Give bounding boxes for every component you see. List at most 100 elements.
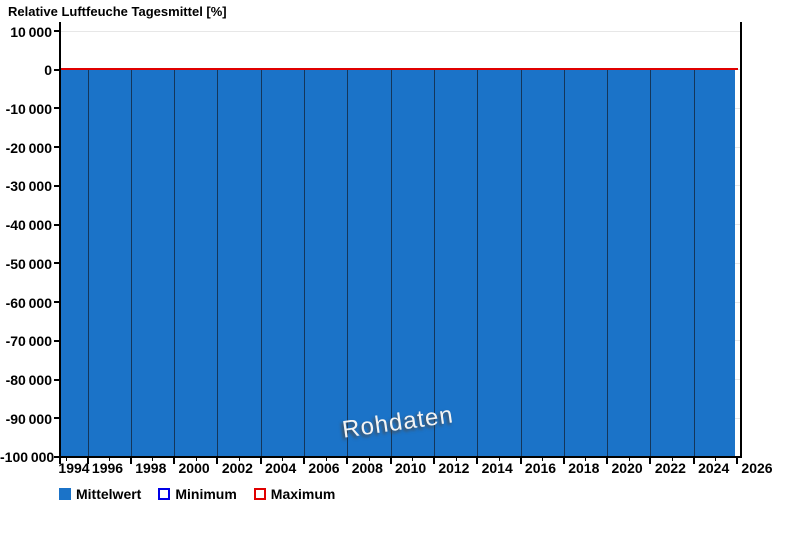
year-divider-line	[260, 70, 262, 457]
y-tick-mark	[54, 339, 60, 342]
x-tick-label: 2022	[654, 460, 686, 476]
x-minor-tick	[65, 458, 67, 461]
x-tick-label: 2014	[481, 460, 513, 476]
y-tick-label: -40 000	[5, 217, 52, 234]
legend-swatch-filled	[59, 488, 71, 500]
year-divider-line	[607, 70, 609, 457]
year-divider-line	[477, 70, 479, 457]
x-tick-label: 2004	[265, 460, 297, 476]
y-tick-mark	[54, 417, 60, 420]
y-tick-mark	[54, 184, 60, 187]
y-tick-label: -30 000	[5, 178, 52, 195]
y-tick-label: 10 000	[10, 23, 52, 40]
x-axis-line	[59, 456, 742, 458]
x-minor-tick	[455, 458, 457, 461]
y-tick-mark	[54, 68, 60, 71]
x-tick-label: 2002	[221, 460, 253, 476]
legend-swatch-outline	[158, 488, 171, 500]
year-divider-line	[390, 70, 392, 457]
y-tick-mark	[54, 146, 60, 149]
legend-item-label: Minimum	[175, 486, 237, 502]
x-major-tick	[606, 458, 609, 464]
year-divider-line	[650, 70, 652, 457]
x-major-tick	[692, 458, 695, 464]
y-tick-mark	[54, 301, 60, 304]
y-tick-mark	[54, 223, 60, 226]
chart-title: Relative Luftfeuche Tagesmittel [%]	[8, 4, 227, 19]
x-minor-tick	[368, 458, 370, 461]
x-major-tick	[476, 458, 479, 464]
legend-swatch-outline	[253, 488, 266, 500]
year-divider-line	[130, 70, 132, 457]
x-tick-label: 2008	[351, 460, 383, 476]
y-axis-line	[59, 22, 61, 458]
x-tick-label: 2024	[698, 460, 730, 476]
year-divider-line	[174, 70, 176, 457]
x-minor-tick	[672, 458, 674, 461]
year-divider-line	[217, 70, 219, 457]
x-minor-tick	[542, 458, 544, 461]
x-tick-label: 2010	[395, 460, 427, 476]
legend-item-minimum: Minimum	[158, 486, 237, 502]
x-minor-tick	[195, 458, 197, 461]
x-minor-tick	[325, 458, 327, 461]
x-minor-tick	[498, 458, 500, 461]
legend-item-mittelwert: Mittelwert	[59, 486, 141, 502]
x-tick-label: 2026	[741, 460, 773, 476]
x-tick-label: 2020	[611, 460, 643, 476]
x-tick-label: 1998	[135, 460, 167, 476]
mittelwert-area	[61, 70, 735, 457]
year-divider-line	[520, 70, 522, 457]
y-tick-label: -80 000	[5, 372, 52, 389]
x-tick-label: 1996	[91, 460, 124, 476]
y-tick-label: -20 000	[5, 139, 52, 156]
y-tick-mark	[54, 30, 60, 32]
x-minor-tick	[282, 458, 284, 461]
legend-item-label: Mittelwert	[76, 486, 142, 502]
y-tick-label: -90 000	[5, 410, 52, 427]
y-tick-label: -50 000	[5, 255, 52, 272]
x-major-tick	[736, 458, 738, 464]
year-divider-line	[433, 70, 435, 457]
x-tick-label: 2012	[438, 460, 470, 476]
x-major-tick	[519, 458, 522, 464]
x-major-tick	[389, 458, 392, 464]
x-tick-label: 2016	[524, 460, 557, 476]
y-tick-label: -60 000	[5, 294, 52, 311]
y-tick-mark	[54, 262, 60, 265]
x-minor-tick	[715, 458, 717, 461]
x-minor-tick	[239, 458, 241, 461]
year-divider-line	[304, 70, 305, 457]
x-tick-label: 1994	[58, 460, 90, 476]
x-major-tick	[129, 458, 132, 464]
x-minor-tick	[412, 458, 414, 461]
x-minor-tick	[628, 458, 630, 461]
y-gridline	[60, 30, 740, 32]
legend-item-maximum: Maximum	[253, 486, 336, 502]
x-minor-tick	[152, 458, 154, 461]
y-tick-mark	[54, 107, 60, 110]
x-major-tick	[86, 458, 89, 464]
legend-item-label: Maximum	[270, 486, 336, 502]
y-tick-label: -70 000	[5, 333, 52, 350]
year-divider-line	[87, 70, 89, 457]
x-tick-label: 2000	[178, 460, 210, 476]
x-tick-label: 2018	[568, 460, 600, 476]
x-tick-label: 2006	[308, 460, 340, 476]
x-major-tick	[432, 458, 435, 464]
legend: Mittelwert Minimum Maximum	[59, 486, 352, 502]
x-major-tick	[259, 458, 262, 464]
maximum-line	[60, 67, 738, 71]
x-major-tick	[562, 458, 565, 464]
x-major-tick	[649, 458, 652, 464]
year-divider-line	[693, 70, 695, 457]
x-major-tick	[346, 458, 349, 464]
x-major-tick	[173, 458, 176, 464]
y-tick-mark	[54, 378, 60, 381]
x-major-tick	[303, 458, 305, 464]
y-tick-label: -100 000	[0, 449, 55, 466]
year-divider-line	[563, 70, 565, 457]
x-minor-tick	[585, 458, 587, 461]
x-major-tick	[216, 458, 219, 464]
